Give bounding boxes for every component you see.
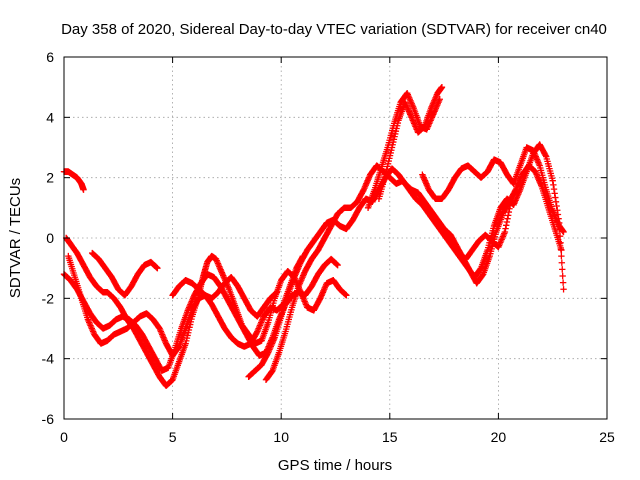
data-point xyxy=(557,246,565,253)
data-point xyxy=(508,195,515,202)
series-0 xyxy=(60,168,87,193)
data-point xyxy=(558,259,566,266)
y-tick-label: -2 xyxy=(42,290,55,306)
data-point xyxy=(552,198,560,205)
data-point xyxy=(504,215,511,222)
y-tick-label: -4 xyxy=(42,351,55,367)
data-series xyxy=(60,83,567,390)
data-point xyxy=(550,185,558,193)
data-point xyxy=(503,218,511,226)
data-point xyxy=(80,186,87,193)
y-tick-label: -6 xyxy=(42,411,55,427)
x-tick-label: 10 xyxy=(273,429,289,445)
data-point xyxy=(549,177,556,184)
data-point xyxy=(542,152,549,159)
series-4 xyxy=(89,249,161,299)
data-point xyxy=(550,181,557,189)
data-point xyxy=(560,228,567,236)
data-point xyxy=(559,272,566,280)
series-5 xyxy=(169,274,281,320)
data-point xyxy=(559,266,566,273)
y-tick-label: 4 xyxy=(46,109,54,125)
data-point xyxy=(559,279,567,286)
x-tick-label: 0 xyxy=(60,429,68,445)
y-tick-label: 2 xyxy=(46,170,54,186)
data-point xyxy=(560,286,567,293)
series-9 xyxy=(375,83,446,202)
data-point xyxy=(334,261,341,269)
data-point xyxy=(557,239,564,247)
data-point xyxy=(556,232,564,240)
series-11 xyxy=(430,195,515,263)
data-point xyxy=(504,212,512,219)
data-point xyxy=(343,292,350,299)
grid-lines xyxy=(64,57,607,419)
data-point xyxy=(505,208,513,216)
data-point xyxy=(558,252,565,260)
series-1 xyxy=(62,234,350,390)
data-point xyxy=(506,205,513,212)
axis-ticks: 0 5 10 15 20 25 -6 -4 -2 0 2 4 6 xyxy=(42,49,615,445)
y-tick-label: 6 xyxy=(46,49,54,65)
x-tick-label: 20 xyxy=(491,429,507,445)
y-tick-label: 0 xyxy=(46,230,54,246)
data-point xyxy=(507,198,514,206)
data-point xyxy=(438,83,446,91)
data-point xyxy=(552,194,559,201)
x-tick-label: 25 xyxy=(599,429,615,445)
data-point xyxy=(501,228,509,236)
x-tick-label: 5 xyxy=(169,429,177,445)
data-point xyxy=(502,225,509,232)
chart-title: Day 358 of 2020, Sidereal Day-to-day VTE… xyxy=(61,21,607,38)
data-point xyxy=(273,289,281,296)
series-10 xyxy=(419,144,567,236)
y-axis-label: SDTVAR / TECUs xyxy=(7,178,24,298)
data-point xyxy=(551,190,558,197)
x-tick-label: 15 xyxy=(382,429,398,445)
x-axis-label: GPS time / hours xyxy=(278,457,392,474)
data-point xyxy=(506,202,514,209)
data-point xyxy=(503,222,510,229)
data-point xyxy=(154,264,161,272)
series-7 xyxy=(262,141,567,383)
